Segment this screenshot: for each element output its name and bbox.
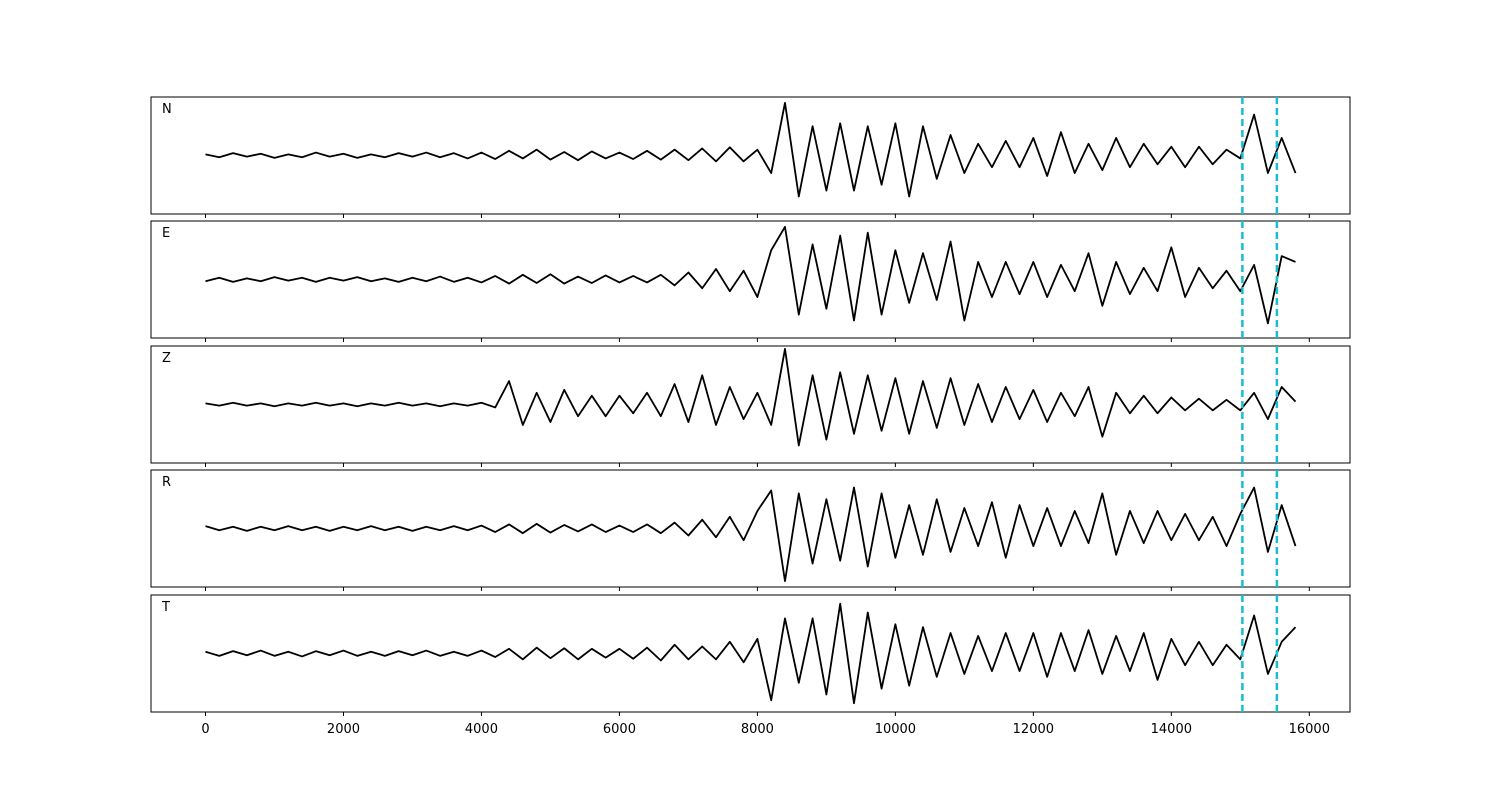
x-tick-label: 10000 [875,722,916,737]
x-tick-label: 2000 [327,722,360,737]
x-tick-label: 12000 [1013,722,1054,737]
panel-label: Z [162,351,171,366]
panel-frame [150,469,1351,588]
waveform [205,348,1297,447]
x-tick-label: 8000 [741,722,774,737]
x-tick-label: 4000 [465,722,498,737]
waveform [205,101,1297,198]
panel-frame [150,96,1351,215]
x-tick-label: 6000 [603,722,636,737]
panel-label: N [162,102,172,117]
x-tick-label: 0 [201,722,209,737]
x-tick-label: 16000 [1289,722,1330,737]
panel-label: T [161,600,170,615]
waveform [205,486,1297,583]
waveform [205,602,1297,705]
panel-frame [150,220,1351,339]
waveform [205,225,1296,325]
panel-frame [150,594,1351,713]
panel-label: E [162,226,170,241]
panel-frame [150,345,1351,464]
panel-label: R [162,475,171,490]
x-tick-label: 14000 [1151,722,1192,737]
